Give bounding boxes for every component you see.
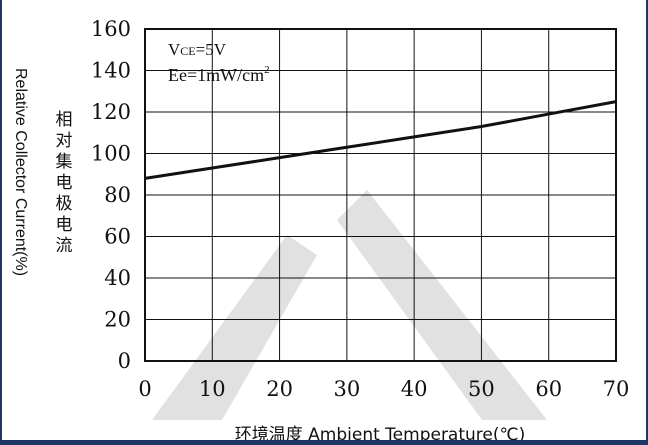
x-tick-label: 0	[138, 377, 151, 401]
irradiance-annotation: Ee=1mW/cm2	[168, 64, 270, 85]
series	[144, 100, 617, 180]
x-tick-label: 30	[333, 377, 360, 401]
x-tick-label: 20	[266, 377, 293, 401]
x-tick-label: 60	[535, 377, 562, 401]
y-axis-label-chinese: 相对集电极电流	[56, 110, 73, 256]
vce-annotation: VCE=5V	[168, 40, 227, 59]
bottom-border	[2, 440, 646, 445]
condition-annotation: VCE=5V Ee=1mW/cm2	[168, 40, 270, 85]
watermark	[152, 190, 547, 420]
x-tick-label: 40	[401, 377, 428, 401]
x-tick-label: 10	[199, 377, 226, 401]
y-tick-label: 60	[104, 225, 131, 249]
y-tick-label: 80	[104, 183, 131, 207]
y-tick-label: 160	[91, 17, 131, 41]
y-tick-label: 120	[91, 100, 131, 124]
y-tick-label: 40	[104, 266, 131, 290]
series-line	[144, 100, 617, 180]
y-tick-labels: 0 20 40 60 80 100 120 140 160	[91, 17, 131, 373]
x-tick-labels: 0 10 20 30 40 50 60 70	[138, 377, 629, 401]
y-tick-label: 140	[91, 59, 131, 83]
x-tick-label: 70	[603, 377, 630, 401]
x-tick-label: 50	[468, 377, 495, 401]
y-tick-label: 100	[91, 142, 131, 166]
y-tick-label: 0	[118, 349, 131, 373]
grid	[145, 29, 616, 361]
watermark-stroke-right	[337, 190, 547, 420]
watermark-stroke-left	[152, 235, 317, 420]
y-axis-label-english: Relative Collector Current(%)	[12, 68, 29, 276]
y-tick-label: 20	[104, 308, 131, 332]
